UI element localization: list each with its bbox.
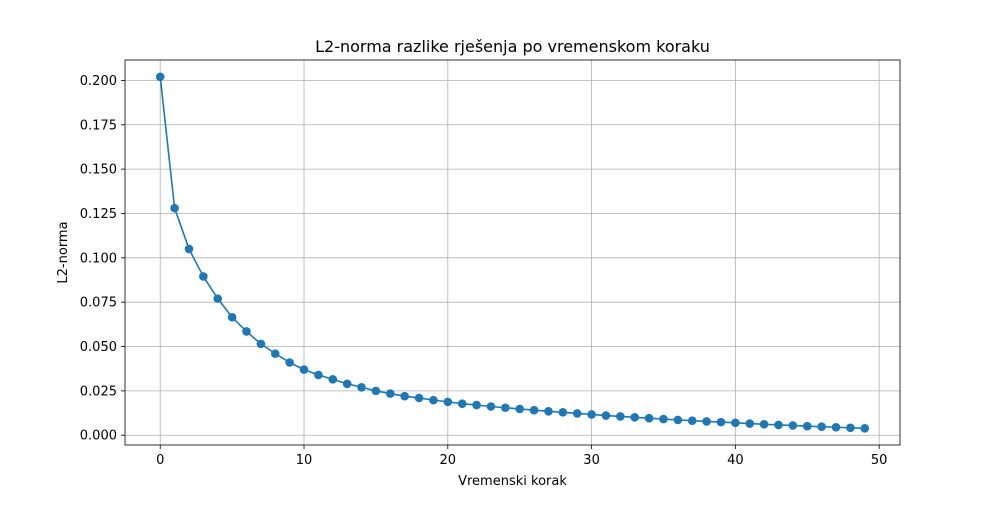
data-point [587, 410, 596, 419]
data-point [501, 403, 510, 413]
data-point [357, 383, 366, 392]
y-tick-label: 0.025 [80, 384, 117, 399]
series-layer [155, 72, 870, 433]
data-point [155, 72, 165, 82]
data-point [385, 389, 395, 398]
data-point [328, 375, 338, 384]
data-point [299, 365, 309, 374]
data-point [687, 416, 697, 425]
data-point [601, 411, 611, 420]
y-tick-label: 0.100 [80, 251, 117, 266]
data-point [227, 312, 237, 322]
axis-ticks: 0 10 20 30 40 50 0.000 0.025 0.050 0.075 0.100 0.12… [80, 74, 888, 468]
data-point [716, 417, 726, 427]
y-tick-label: 0.075 [80, 296, 117, 311]
y-tick-label: 0.050 [80, 340, 117, 355]
y-tick-label: 0.125 [80, 207, 117, 222]
data-point [616, 412, 625, 421]
x-tick-label: 30 [583, 453, 600, 468]
data-point [342, 379, 352, 389]
data-point [774, 420, 783, 430]
x-tick-label: 10 [296, 453, 313, 468]
data-point [270, 349, 280, 358]
data-point [630, 413, 640, 422]
data-point [572, 409, 582, 418]
x-tick-label: 50 [871, 453, 888, 468]
data-point [414, 393, 424, 403]
grid [125, 60, 900, 445]
x-tick-label: 40 [727, 453, 744, 468]
data-point [314, 370, 323, 380]
data-point [544, 406, 553, 416]
y-tick-label: 0.175 [80, 118, 117, 133]
data-point [199, 272, 208, 281]
data-point [802, 421, 812, 431]
data-point [702, 417, 711, 426]
data-point [644, 413, 654, 423]
data-point [515, 404, 524, 414]
data-point [256, 339, 266, 349]
data-point [457, 399, 467, 408]
data-point [831, 422, 841, 432]
data-point [788, 421, 798, 430]
y-tick-label: 0.200 [80, 74, 117, 89]
data-point [759, 419, 769, 429]
data-point [400, 391, 409, 401]
y-tick-label: 0.150 [80, 163, 117, 178]
data-point [429, 395, 438, 405]
data-point [371, 386, 381, 396]
data-point [529, 405, 539, 415]
x-tick-label: 0 [156, 453, 164, 468]
data-point [486, 402, 496, 411]
data-point [817, 422, 826, 432]
data-point [184, 244, 194, 254]
data-point [285, 358, 294, 367]
chart-title: L2-norma razlike rješenja po vremenskom … [315, 37, 710, 56]
y-axis-label: L2-norma [56, 221, 71, 283]
plot-frame [124, 59, 901, 446]
data-point [242, 327, 251, 336]
y-tick-label: 0.000 [80, 429, 117, 444]
data-point [443, 397, 453, 407]
data-point [472, 400, 481, 410]
data-point [170, 203, 179, 213]
series-line [159, 76, 865, 430]
data-point [659, 414, 668, 424]
data-point [731, 418, 740, 428]
data-point [558, 408, 568, 417]
data-point [860, 424, 870, 433]
data-point [846, 423, 855, 433]
x-tick-label: 20 [440, 453, 457, 468]
data-point [745, 419, 755, 428]
data-point [673, 415, 683, 425]
data-point [213, 294, 223, 303]
x-axis-label: Vremenski korak [458, 474, 567, 489]
